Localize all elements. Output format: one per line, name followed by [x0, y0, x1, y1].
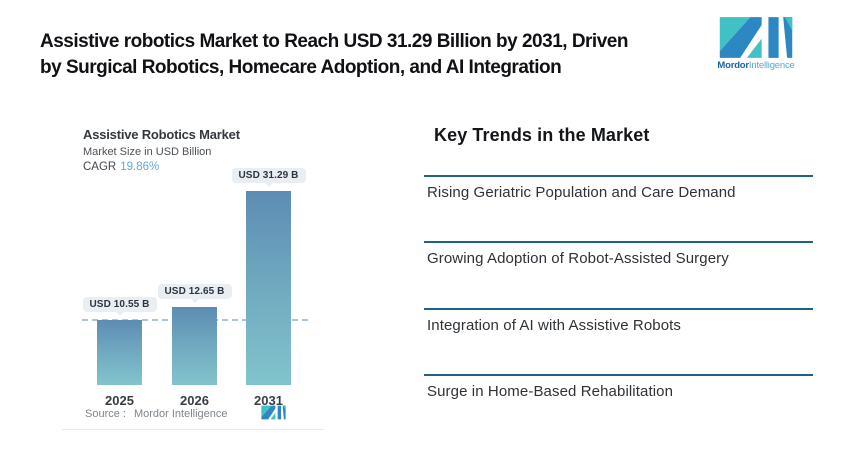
trend-item-label: Integration of AI with Assistive Robots — [427, 317, 682, 334]
cagr-value: 19.86% — [120, 161, 160, 173]
trend-row: Surge in Home-Based Rehabilitation — [424, 374, 813, 400]
brand-name-light: Intelligence — [748, 60, 795, 71]
trend-row: Rising Geriatric Population and Care Dem… — [424, 175, 813, 201]
trend-row: Integration of AI with Assistive Robots — [424, 308, 813, 334]
trend-item-label: Growing Adoption of Robot-Assisted Surge… — [427, 250, 729, 267]
page-title-line-1: Assistive robotics Market to Reach USD 3… — [40, 31, 628, 52]
trends-heading: Key Trends in the Market — [434, 125, 650, 145]
bar-chart: USD 10.55 B 2025 USD 12.65 B 2026 USD 31… — [62, 168, 318, 408]
chart-title: Assistive Robotics Market — [83, 127, 240, 142]
trend-divider — [424, 175, 813, 177]
bar-2026 — [172, 307, 217, 385]
brand-logo: MordorIntelligence — [716, 16, 796, 71]
bar-group-2026: USD 12.65 B 2026 — [157, 170, 232, 408]
mordor-logo-icon — [719, 17, 793, 58]
source-value: Mordor Intelligence — [133, 408, 228, 420]
source-label: Source : — [85, 408, 126, 420]
brand-wordmark: MordorIntelligence — [716, 60, 796, 71]
bar-2031 — [246, 191, 291, 385]
bar-2025 — [97, 320, 142, 385]
bar-value-label: USD 10.55 B — [82, 297, 157, 312]
trend-divider — [424, 308, 813, 310]
card-bottom-divider — [62, 429, 324, 430]
chart-source: Source : Mordor Intelligence — [85, 408, 228, 420]
x-axis-tick-label: 2031 — [254, 393, 283, 408]
page-title-line-2: by Surgical Robotics, Homecare Adoption,… — [40, 57, 562, 78]
chart-subtitle: Market Size in USD Billion — [83, 146, 212, 158]
trend-row: Growing Adoption of Robot-Assisted Surge… — [424, 241, 813, 267]
cagr-label: CAGR — [83, 161, 117, 173]
bar-value-label: USD 31.29 B — [231, 168, 306, 183]
x-axis-tick-label: 2025 — [105, 393, 134, 408]
bar-value-label: USD 12.65 B — [157, 284, 232, 299]
chart-cagr: CAGR 19.86% — [83, 161, 159, 173]
bar-group-2025: USD 10.55 B 2025 — [82, 170, 157, 408]
trend-item-label: Surge in Home-Based Rehabilitation — [427, 383, 674, 400]
trend-divider — [424, 374, 813, 376]
mordor-logo-icon — [261, 405, 286, 420]
bar-group-2031: USD 31.29 B 2031 — [231, 168, 306, 408]
trend-item-label: Rising Geriatric Population and Care Dem… — [427, 184, 736, 201]
x-axis-tick-label: 2026 — [180, 393, 209, 408]
brand-name-bold: Mordor — [717, 60, 749, 71]
page-title: Assistive robotics Market to Reach USD 3… — [40, 29, 720, 81]
trend-divider — [424, 241, 813, 243]
